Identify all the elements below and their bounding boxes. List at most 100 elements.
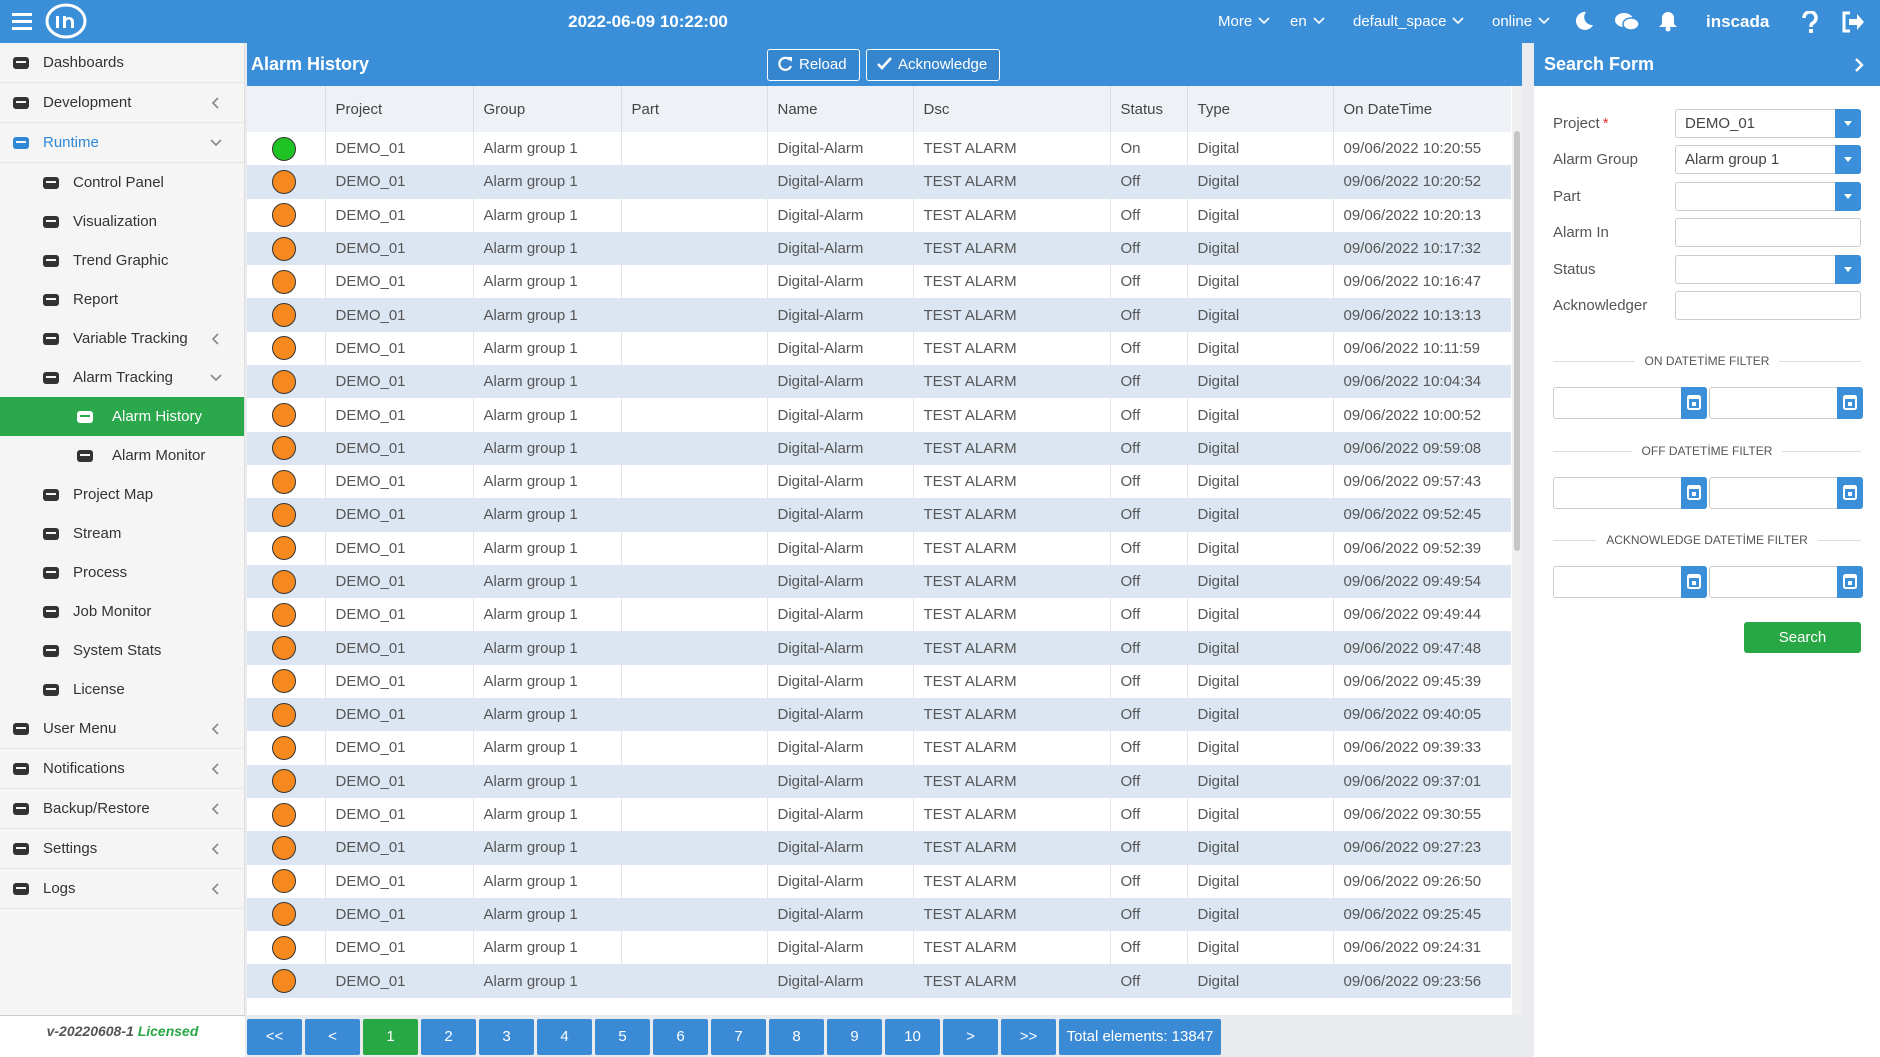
- table-row[interactable]: DEMO_01 Alarm group 1 Digital-Alarm TEST AL…: [247, 598, 1511, 632]
- chat-icon[interactable]: [1614, 11, 1640, 32]
- sidebar-item[interactable]: Alarm Tracking: [0, 358, 244, 397]
- table-row[interactable]: DEMO_01 Alarm group 1 Digital-Alarm TEST AL…: [247, 897, 1511, 932]
- table-row[interactable]: DEMO_01 Alarm group 1 Digital-Alarm TEST AL…: [247, 198, 1511, 232]
- acknowledge-button[interactable]: Acknowledge: [866, 49, 1001, 81]
- page-button[interactable]: 7: [711, 1019, 766, 1055]
- table-row[interactable]: DEMO_01 Alarm group 1 Digital-Alarm TEST AL…: [247, 464, 1511, 499]
- date-input[interactable]: [1553, 566, 1707, 598]
- help-icon[interactable]: [1800, 11, 1820, 33]
- table-row[interactable]: DEMO_01 Alarm group 1 Digital-Alarm TEST AL…: [247, 265, 1511, 299]
- dropdown-button[interactable]: [1835, 254, 1861, 284]
- sidebar-item[interactable]: User Menu: [0, 709, 244, 749]
- top-menu[interactable]: More: [1218, 0, 1270, 43]
- top-menu[interactable]: default_space: [1353, 0, 1464, 43]
- user-name[interactable]: inscada: [1706, 12, 1770, 31]
- logout-icon[interactable]: [1841, 11, 1865, 33]
- page-button[interactable]: 6: [653, 1019, 708, 1055]
- collapse-icon[interactable]: [1855, 58, 1864, 72]
- sidebar-item[interactable]: Visualization: [0, 202, 244, 241]
- table-row[interactable]: DEMO_01 Alarm group 1 Digital-Alarm TEST AL…: [247, 664, 1511, 699]
- page-button[interactable]: 4: [537, 1019, 592, 1055]
- date-input[interactable]: [1709, 387, 1863, 419]
- sidebar-item[interactable]: Notifications: [0, 749, 244, 789]
- text-input[interactable]: [1675, 218, 1861, 248]
- sidebar-item[interactable]: Logs: [0, 869, 244, 909]
- text-input[interactable]: [1675, 291, 1861, 320]
- dropdown-button[interactable]: [1835, 145, 1861, 175]
- select-input[interactable]: [1675, 181, 1861, 211]
- table-row[interactable]: DEMO_01 Alarm group 1 Digital-Alarm TEST AL…: [247, 797, 1511, 832]
- menu-icon[interactable]: [12, 12, 32, 30]
- date-input[interactable]: [1553, 476, 1707, 509]
- scrollbar[interactable]: [1512, 86, 1522, 1015]
- sidebar-item[interactable]: Control Panel: [0, 163, 244, 202]
- table-row[interactable]: DEMO_01 Alarm group 1 Digital-Alarm TEST AL…: [247, 531, 1511, 565]
- page-button[interactable]: 10: [885, 1019, 940, 1055]
- select-input[interactable]: [1675, 254, 1861, 284]
- table-row[interactable]: DEMO_01 Alarm group 1 Digital-Alarm TEST AL…: [247, 631, 1511, 665]
- table-row[interactable]: DEMO_01 Alarm group 1 Digital-Alarm TEST AL…: [247, 165, 1511, 199]
- sidebar-item[interactable]: System Stats: [0, 631, 244, 670]
- sidebar-item[interactable]: Alarm Monitor: [0, 436, 244, 475]
- dropdown-button[interactable]: [1835, 181, 1861, 211]
- logo[interactable]: [44, 3, 88, 39]
- table-row[interactable]: DEMO_01 Alarm group 1 Digital-Alarm TEST AL…: [247, 698, 1511, 732]
- search-button[interactable]: Search: [1744, 622, 1861, 653]
- select-input[interactable]: DEMO_01: [1675, 109, 1861, 138]
- sidebar-item[interactable]: Settings: [0, 829, 244, 869]
- calendar-button[interactable]: [1837, 476, 1863, 509]
- table-row[interactable]: DEMO_01 Alarm group 1 Digital-Alarm TEST AL…: [247, 398, 1511, 432]
- table-row[interactable]: DEMO_01 Alarm group 1 Digital-Alarm TEST AL…: [247, 864, 1511, 898]
- table-row[interactable]: DEMO_01 Alarm group 1 Digital-Alarm TEST AL…: [247, 931, 1511, 965]
- date-input[interactable]: [1553, 387, 1707, 419]
- table-row[interactable]: DEMO_01 Alarm group 1 Digital-Alarm TEST AL…: [247, 764, 1511, 798]
- sidebar-item[interactable]: Backup/Restore: [0, 789, 244, 829]
- top-menu[interactable]: en: [1290, 0, 1325, 43]
- table-row[interactable]: DEMO_01 Alarm group 1 Digital-Alarm TEST AL…: [247, 132, 1511, 166]
- table-row[interactable]: DEMO_01 Alarm group 1 Digital-Alarm TEST AL…: [247, 331, 1511, 366]
- table-row[interactable]: DEMO_01 Alarm group 1 Digital-Alarm TEST AL…: [247, 431, 1511, 465]
- calendar-button[interactable]: [1837, 566, 1863, 598]
- table-row[interactable]: DEMO_01 Alarm group 1 Digital-Alarm TEST AL…: [247, 964, 1511, 998]
- page-button[interactable]: 9: [827, 1019, 882, 1055]
- sidebar-item[interactable]: License: [0, 670, 244, 709]
- page-button[interactable]: >>: [1001, 1019, 1056, 1055]
- page-button[interactable]: 1: [363, 1019, 418, 1055]
- table-row[interactable]: DEMO_01 Alarm group 1 Digital-Alarm TEST AL…: [247, 831, 1511, 865]
- calendar-button[interactable]: [1681, 566, 1707, 598]
- top-menu[interactable]: online: [1492, 0, 1550, 43]
- page-button[interactable]: >: [943, 1019, 998, 1055]
- sidebar-item[interactable]: Alarm History: [0, 397, 244, 436]
- calendar-button[interactable]: [1681, 387, 1707, 419]
- date-input[interactable]: [1709, 566, 1863, 598]
- page-button[interactable]: 2: [421, 1019, 476, 1055]
- sidebar-item[interactable]: Variable Tracking: [0, 319, 244, 358]
- sidebar-item[interactable]: Trend Graphic: [0, 241, 244, 280]
- sidebar-item[interactable]: Dashboards: [0, 43, 244, 83]
- select-input[interactable]: Alarm group 1: [1675, 145, 1861, 175]
- table-row[interactable]: DEMO_01 Alarm group 1 Digital-Alarm TEST AL…: [247, 231, 1511, 266]
- sidebar-item[interactable]: Development: [0, 83, 244, 123]
- table-row[interactable]: DEMO_01 Alarm group 1 Digital-Alarm TEST AL…: [247, 498, 1511, 532]
- sidebar-item[interactable]: Runtime: [0, 123, 244, 163]
- theme-icon[interactable]: [1574, 11, 1594, 31]
- sidebar-item[interactable]: Project Map: [0, 475, 244, 514]
- table-row[interactable]: DEMO_01 Alarm group 1 Digital-Alarm TEST AL…: [247, 564, 1511, 599]
- page-button[interactable]: <<: [247, 1019, 302, 1055]
- dropdown-button[interactable]: [1835, 109, 1861, 138]
- sidebar-item[interactable]: Job Monitor: [0, 592, 244, 631]
- sidebar-item[interactable]: Report: [0, 280, 244, 319]
- page-button[interactable]: <: [305, 1019, 360, 1055]
- sidebar-item[interactable]: Process: [0, 553, 244, 592]
- scroll-thumb[interactable]: [1514, 131, 1520, 551]
- table-row[interactable]: DEMO_01 Alarm group 1 Digital-Alarm TEST AL…: [247, 298, 1511, 332]
- page-button[interactable]: 3: [479, 1019, 534, 1055]
- bell-icon[interactable]: [1657, 10, 1679, 32]
- sidebar-item[interactable]: Stream: [0, 514, 244, 553]
- page-button[interactable]: 5: [595, 1019, 650, 1055]
- calendar-button[interactable]: [1681, 476, 1707, 509]
- table-row[interactable]: DEMO_01 Alarm group 1 Digital-Alarm TEST AL…: [247, 365, 1511, 399]
- calendar-button[interactable]: [1837, 387, 1863, 419]
- table-row[interactable]: DEMO_01 Alarm group 1 Digital-Alarm TEST AL…: [247, 731, 1511, 765]
- reload-button[interactable]: Reload: [767, 49, 860, 81]
